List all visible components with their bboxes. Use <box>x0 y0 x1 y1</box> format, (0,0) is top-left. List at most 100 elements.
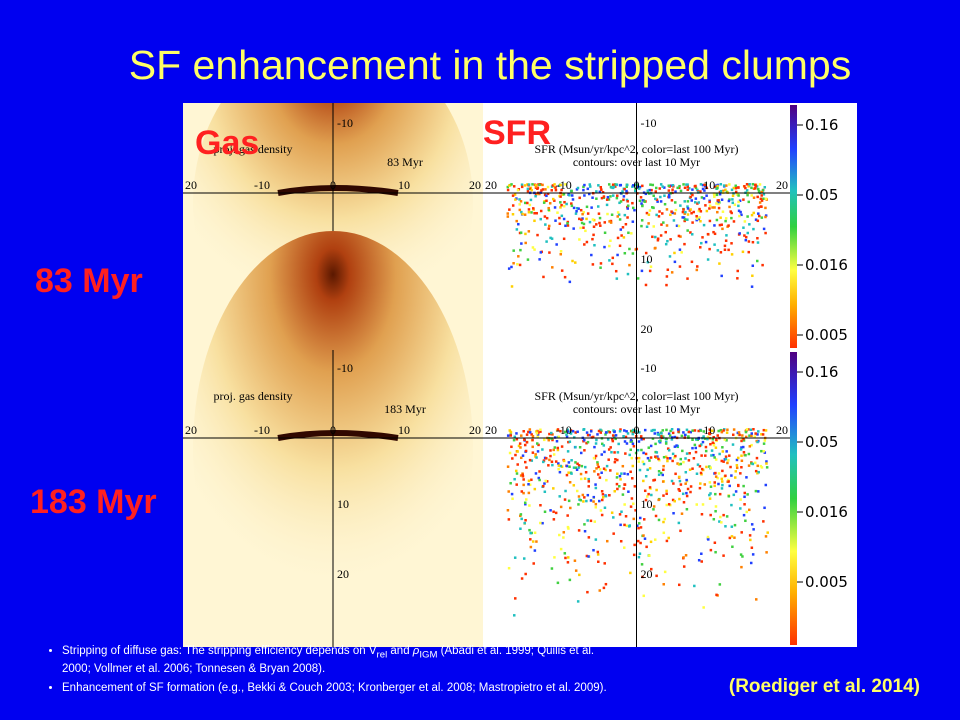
sf-pixel <box>654 514 658 518</box>
sf-pixel <box>601 493 605 496</box>
sf-pixel <box>513 435 517 439</box>
sf-pixel <box>673 435 677 439</box>
sf-pixel <box>765 462 768 465</box>
sf-pixel <box>548 458 551 462</box>
sf-pixel <box>544 479 548 483</box>
sf-pixel <box>592 456 596 460</box>
sf-pixel <box>532 207 535 210</box>
sf-pixel <box>519 248 522 252</box>
sf-pixel <box>711 441 715 444</box>
sf-pixel <box>676 462 679 465</box>
sf-pixel <box>528 504 531 507</box>
sf-pixel <box>542 201 546 204</box>
sf-pixel <box>649 540 653 544</box>
sf-pixel <box>654 190 658 193</box>
sf-pixel <box>640 202 643 205</box>
sf-pixel <box>606 195 610 199</box>
sf-pixel <box>722 429 725 432</box>
sf-pixel <box>753 461 757 465</box>
sf-pixel <box>613 183 617 186</box>
x-tick-label: 0 <box>634 423 640 437</box>
sf-pixel <box>631 432 635 436</box>
sf-pixel <box>541 183 544 187</box>
sf-pixel <box>562 193 566 196</box>
sf-pixel <box>637 555 641 559</box>
sf-pixel <box>610 213 614 216</box>
sf-pixel <box>758 183 762 186</box>
sf-pixel <box>535 430 538 433</box>
sf-pixel <box>563 275 567 279</box>
sf-pixel <box>735 464 739 467</box>
sf-pixel <box>609 221 613 224</box>
sf-pixel <box>750 285 754 288</box>
sf-pixel <box>688 451 691 455</box>
sf-pixel <box>689 195 692 199</box>
sf-pixel <box>559 505 563 509</box>
sf-pixel <box>527 230 531 233</box>
sf-pixel <box>613 490 617 493</box>
sf-pixel <box>581 493 585 497</box>
sf-pixel <box>723 244 727 248</box>
sf-pixel <box>712 517 716 521</box>
sf-pixel <box>603 506 607 510</box>
sf-pixel <box>733 523 737 527</box>
sf-pixel <box>699 429 703 432</box>
sf-pixel <box>686 213 690 216</box>
sf-pixel <box>553 183 556 186</box>
sf-pixel <box>564 224 567 228</box>
sf-pixel <box>586 519 589 522</box>
sf-pixel <box>634 187 637 190</box>
sf-pixel <box>650 429 653 433</box>
sf-pixel <box>656 200 659 203</box>
sf-pixel <box>624 222 628 226</box>
sf-pixel <box>670 210 673 213</box>
sf-pixel <box>747 200 751 204</box>
sf-pixel <box>639 541 642 545</box>
sf-pixel <box>719 189 723 193</box>
sf-pixel <box>709 442 712 446</box>
sf-pixel <box>570 459 573 462</box>
sf-pixel <box>554 460 558 463</box>
sf-pixel <box>598 190 602 194</box>
sf-pixel <box>725 450 728 453</box>
sf-pixel <box>670 428 674 431</box>
sf-pixel <box>654 455 657 458</box>
sf-pixel <box>694 446 698 450</box>
sf-pixel <box>671 431 675 435</box>
sf-pixel <box>681 216 684 219</box>
sf-pixel <box>510 265 513 269</box>
sf-pixel <box>706 535 710 539</box>
sf-pixel <box>682 208 685 211</box>
sf-pixel <box>677 186 681 190</box>
sf-pixel <box>762 428 766 432</box>
sf-pixel <box>716 186 719 190</box>
sf-pixel <box>631 464 635 468</box>
sf-pixel <box>747 240 751 243</box>
sf-pixel <box>623 213 627 217</box>
sf-pixel <box>592 548 595 552</box>
sf-pixel <box>664 440 668 444</box>
sf-pixel <box>691 193 694 197</box>
colorbar-label: 0.016 <box>805 503 848 521</box>
sf-pixel <box>576 430 579 434</box>
sf-pixel <box>595 438 598 442</box>
sf-pixel <box>756 464 759 468</box>
sf-pixel <box>527 483 530 486</box>
colorbar-label: 0.005 <box>805 326 848 344</box>
sf-pixel <box>539 209 543 213</box>
x-tick-label: 0 <box>330 423 336 437</box>
sf-pixel <box>756 433 759 436</box>
sf-pixel <box>568 440 572 443</box>
colorbar-label: 0.16 <box>805 116 838 134</box>
sf-pixel <box>731 433 735 437</box>
sf-pixel <box>659 183 663 186</box>
sf-pixel <box>720 223 723 226</box>
sf-pixel <box>640 438 643 441</box>
sf-pixel <box>647 492 650 496</box>
sf-pixel <box>685 183 688 186</box>
sf-pixel <box>614 437 617 441</box>
sf-pixel <box>593 445 596 449</box>
sf-pixel <box>712 453 715 457</box>
sf-pixel <box>752 227 755 231</box>
sf-pixel <box>615 482 619 486</box>
